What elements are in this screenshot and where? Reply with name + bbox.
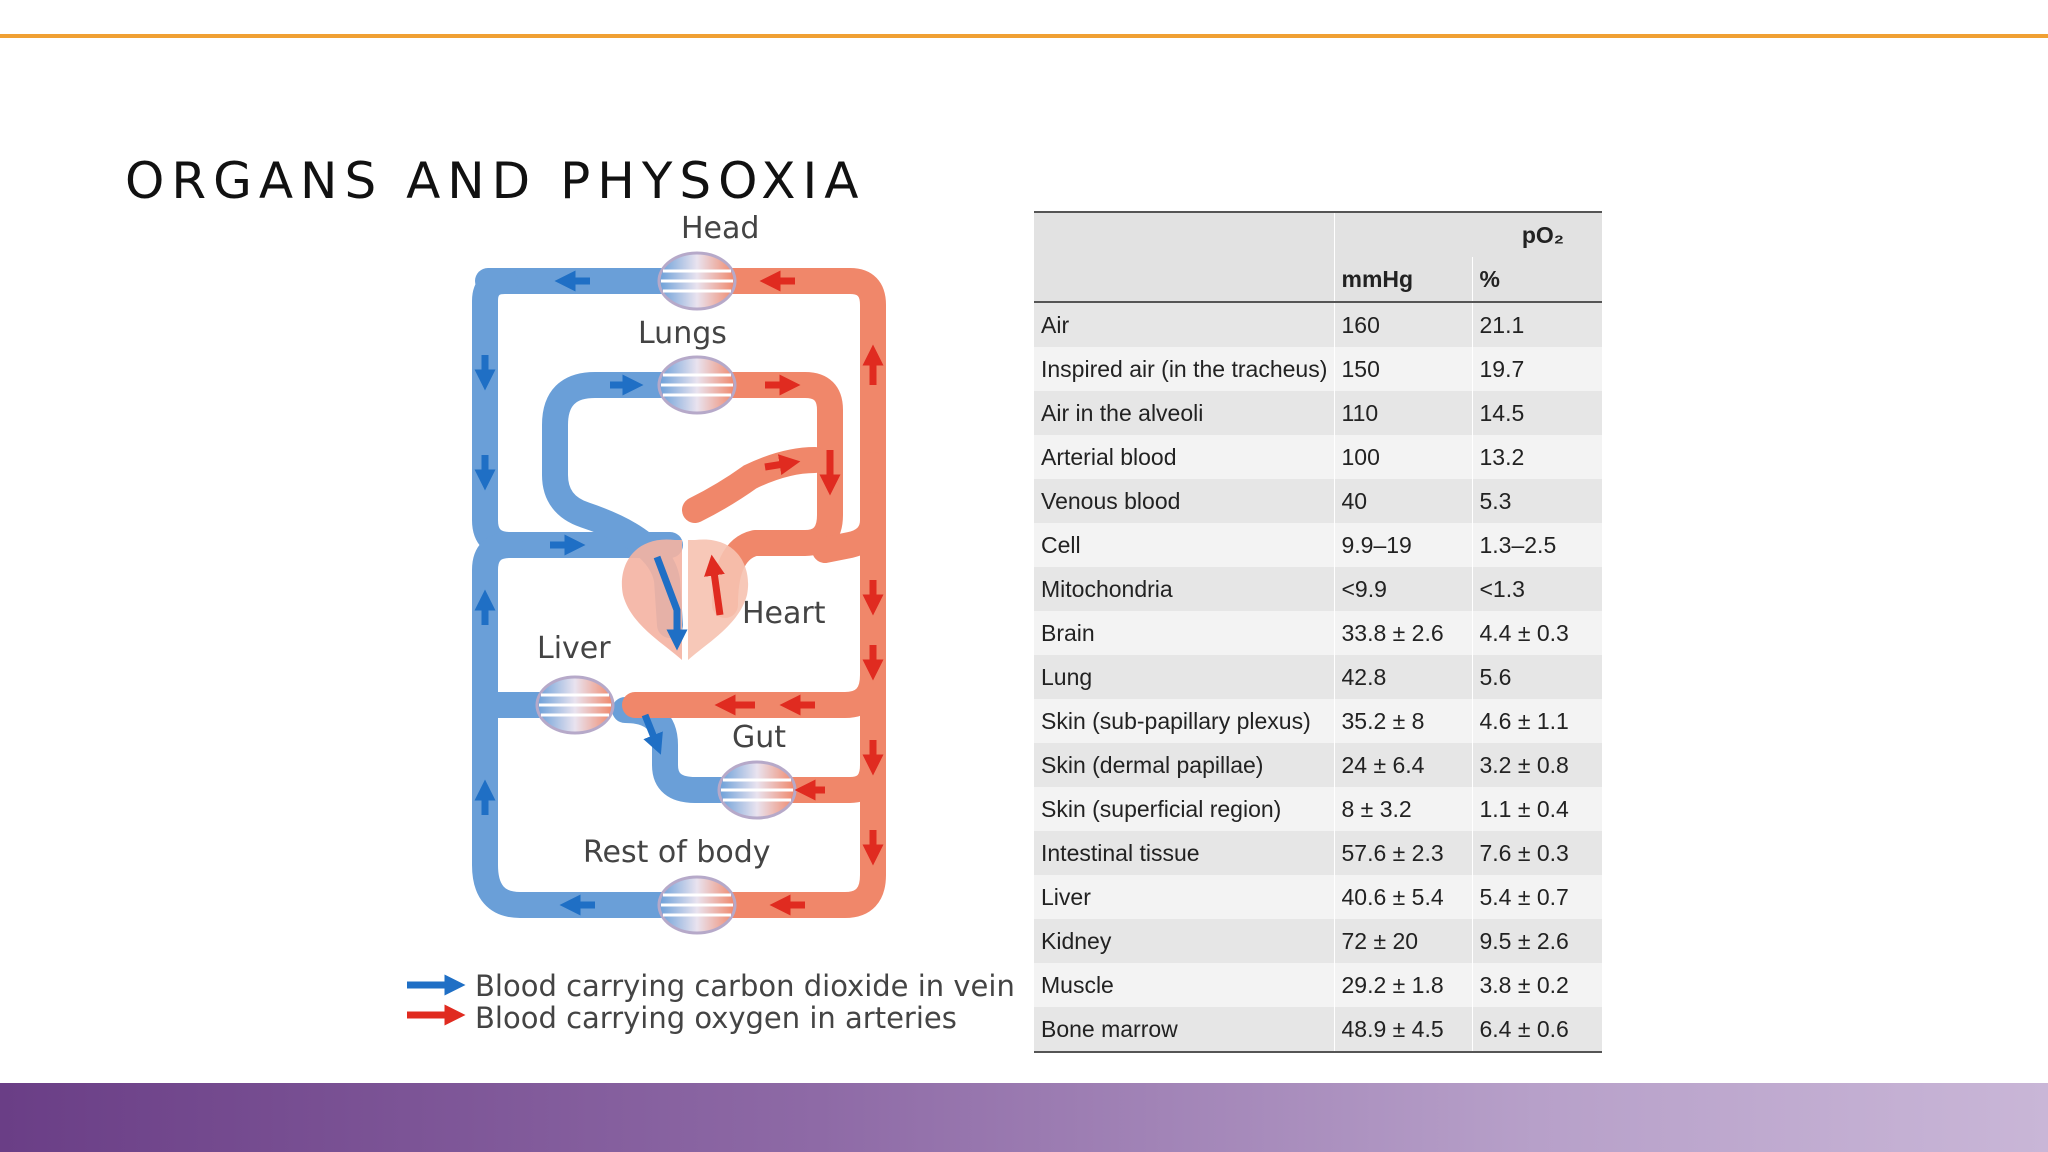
row-site-cell: Lung bbox=[1034, 655, 1334, 699]
row-site-cell: Brain bbox=[1034, 611, 1334, 655]
row-mmhg-cell: 24 ± 6.4 bbox=[1333, 743, 1472, 787]
table-row: Bone marrow 48.9 ± 4.5 6.4 ± 0.6 bbox=[1034, 1007, 1603, 1052]
table-row: Air in the alveoli 110 14.5 bbox=[1034, 391, 1603, 435]
diagram-legend: Blood carrying carbon dioxide in veins B… bbox=[407, 969, 1015, 1035]
row-percent-cell: 19.7 bbox=[1471, 347, 1603, 391]
row-mmhg-cell: 29.2 ± 1.8 bbox=[1333, 963, 1472, 1007]
row-mmhg-cell: 8 ± 3.2 bbox=[1333, 787, 1472, 831]
row-percent-cell: 9.5 ± 2.6 bbox=[1471, 919, 1603, 963]
row-percent-cell: 14.5 bbox=[1471, 391, 1603, 435]
row-mmhg-cell: 9.9–19 bbox=[1333, 523, 1472, 567]
table-body: Air 160 21.1 Inspired air (in the tracheus)… bbox=[1034, 302, 1603, 1052]
row-percent-cell: 21.1 bbox=[1471, 302, 1603, 347]
header-percent: % bbox=[1471, 257, 1603, 303]
row-percent-cell: 5.3 bbox=[1471, 479, 1603, 523]
po2-table: pO₂ mmHg % Air 160 21.1 Inspired air (in th… bbox=[1034, 211, 1603, 1053]
header-po2: pO₂ bbox=[1333, 212, 1603, 257]
circulation-diagram: Head Lungs Heart Liver Gut Rest of body … bbox=[395, 205, 1015, 1045]
row-site-cell: Mitochondria bbox=[1034, 567, 1334, 611]
row-mmhg-cell: 160 bbox=[1333, 302, 1472, 347]
table-row: Kidney 72 ± 20 9.5 ± 2.6 bbox=[1034, 919, 1603, 963]
table-group-header-row: pO₂ bbox=[1034, 212, 1603, 257]
row-mmhg-cell: 110 bbox=[1333, 391, 1472, 435]
row-site-cell: Skin (sub-papillary plexus) bbox=[1034, 699, 1334, 743]
table-row: Brain 33.8 ± 2.6 4.4 ± 0.3 bbox=[1034, 611, 1603, 655]
row-site-cell: Cell bbox=[1034, 523, 1334, 567]
row-site-cell: Bone marrow bbox=[1034, 1007, 1334, 1052]
row-mmhg-cell: 33.8 ± 2.6 bbox=[1333, 611, 1472, 655]
table-row: Muscle 29.2 ± 1.8 3.8 ± 0.2 bbox=[1034, 963, 1603, 1007]
row-site-cell: Air bbox=[1034, 302, 1334, 347]
row-site-cell: Skin (dermal papillae) bbox=[1034, 743, 1334, 787]
table-row: Skin (sub-papillary plexus) 35.2 ± 8 4.6 ±… bbox=[1034, 699, 1603, 743]
row-site-cell: Air in the alveoli bbox=[1034, 391, 1334, 435]
label-gut: Gut bbox=[732, 720, 786, 755]
page-title: ORGANS AND PHYSOXIA bbox=[125, 151, 866, 210]
row-percent-cell: 7.6 ± 0.3 bbox=[1471, 831, 1603, 875]
header-mmhg: mmHg bbox=[1333, 257, 1472, 303]
capillary-beds bbox=[535, 251, 797, 935]
legend-arteries-label: Blood carrying oxygen in arteries bbox=[475, 1001, 957, 1035]
bottom-band bbox=[0, 1083, 2048, 1152]
row-percent-cell: 3.8 ± 0.2 bbox=[1471, 963, 1603, 1007]
row-percent-cell: 4.6 ± 1.1 bbox=[1471, 699, 1603, 743]
table-row: Mitochondria <9.9 <1.3 bbox=[1034, 567, 1603, 611]
row-percent-cell: 6.4 ± 0.6 bbox=[1471, 1007, 1603, 1052]
flow-arrows bbox=[474, 270, 884, 916]
label-lungs: Lungs bbox=[638, 316, 727, 351]
row-percent-cell: <1.3 bbox=[1471, 567, 1603, 611]
row-site-cell: Skin (superficial region) bbox=[1034, 787, 1334, 831]
table-row: Skin (superficial region) 8 ± 3.2 1.1 ± 0.… bbox=[1034, 787, 1603, 831]
table-row: Arterial blood 100 13.2 bbox=[1034, 435, 1603, 479]
row-percent-cell: 3.2 ± 0.8 bbox=[1471, 743, 1603, 787]
row-percent-cell: 1.3–2.5 bbox=[1471, 523, 1603, 567]
row-percent-cell: 5.4 ± 0.7 bbox=[1471, 875, 1603, 919]
top-accent-rule bbox=[0, 34, 2048, 38]
header-blank-2 bbox=[1034, 257, 1334, 303]
row-mmhg-cell: 100 bbox=[1333, 435, 1472, 479]
table-row: Skin (dermal papillae) 24 ± 6.4 3.2 ± 0.8 bbox=[1034, 743, 1603, 787]
table-row: Cell 9.9–19 1.3–2.5 bbox=[1034, 523, 1603, 567]
row-mmhg-cell: 150 bbox=[1333, 347, 1472, 391]
row-mmhg-cell: 40.6 ± 5.4 bbox=[1333, 875, 1472, 919]
row-site-cell: Arterial blood bbox=[1034, 435, 1334, 479]
row-percent-cell: 5.6 bbox=[1471, 655, 1603, 699]
label-liver: Liver bbox=[537, 631, 611, 666]
row-mmhg-cell: 57.6 ± 2.3 bbox=[1333, 831, 1472, 875]
heart-shape bbox=[621, 539, 749, 660]
row-site-cell: Liver bbox=[1034, 875, 1334, 919]
row-site-cell: Intestinal tissue bbox=[1034, 831, 1334, 875]
table-row: Liver 40.6 ± 5.4 5.4 ± 0.7 bbox=[1034, 875, 1603, 919]
legend-veins-label: Blood carrying carbon dioxide in veins bbox=[475, 969, 1015, 1003]
label-heart: Heart bbox=[742, 596, 826, 631]
circulation-svg: Head Lungs Heart Liver Gut Rest of body … bbox=[407, 211, 1015, 1035]
table-unit-header-row: mmHg % bbox=[1034, 257, 1603, 303]
label-head: Head bbox=[681, 211, 759, 246]
table-row: Lung 42.8 5.6 bbox=[1034, 655, 1603, 699]
row-mmhg-cell: <9.9 bbox=[1333, 567, 1472, 611]
row-mmhg-cell: 48.9 ± 4.5 bbox=[1333, 1007, 1472, 1052]
row-site-cell: Kidney bbox=[1034, 919, 1334, 963]
row-mmhg-cell: 40 bbox=[1333, 479, 1472, 523]
row-percent-cell: 4.4 ± 0.3 bbox=[1471, 611, 1603, 655]
row-mmhg-cell: 42.8 bbox=[1333, 655, 1472, 699]
row-mmhg-cell: 35.2 ± 8 bbox=[1333, 699, 1472, 743]
table-row: Venous blood 40 5.3 bbox=[1034, 479, 1603, 523]
label-rest-of-body: Rest of body bbox=[583, 835, 771, 870]
table-row: Intestinal tissue 57.6 ± 2.3 7.6 ± 0.3 bbox=[1034, 831, 1603, 875]
table-row: Air 160 21.1 bbox=[1034, 302, 1603, 347]
row-mmhg-cell: 72 ± 20 bbox=[1333, 919, 1472, 963]
row-percent-cell: 13.2 bbox=[1471, 435, 1603, 479]
header-blank bbox=[1034, 212, 1334, 257]
row-site-cell: Muscle bbox=[1034, 963, 1334, 1007]
row-percent-cell: 1.1 ± 0.4 bbox=[1471, 787, 1603, 831]
row-site-cell: Inspired air (in the tracheus) bbox=[1034, 347, 1334, 391]
row-site-cell: Venous blood bbox=[1034, 479, 1334, 523]
table-row: Inspired air (in the tracheus) 150 19.7 bbox=[1034, 347, 1603, 391]
